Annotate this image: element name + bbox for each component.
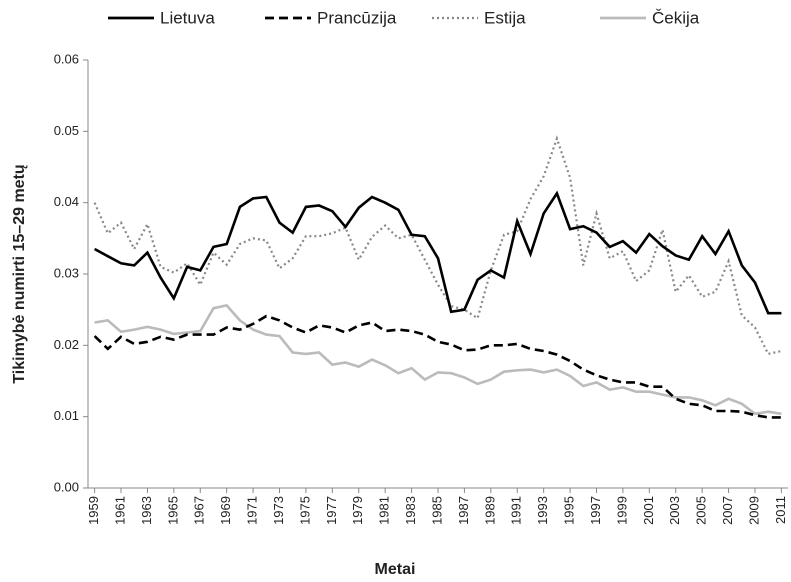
x-tick-label: 2011 bbox=[773, 496, 788, 524]
x-tick-label: 1977 bbox=[324, 496, 339, 525]
legend-label: Estija bbox=[484, 8, 526, 27]
x-tick-label: 1981 bbox=[377, 496, 392, 525]
x-tick-label: 1995 bbox=[562, 496, 577, 525]
x-tick-label: 2007 bbox=[720, 496, 735, 525]
y-tick-label: 0.04 bbox=[54, 194, 79, 209]
x-tick-label: 1965 bbox=[165, 496, 180, 525]
x-tick-label: 1971 bbox=[245, 496, 260, 525]
x-tick-label: 1975 bbox=[297, 496, 312, 525]
x-tick-label: 1959 bbox=[86, 496, 101, 525]
legend-label: Čekija bbox=[652, 8, 700, 27]
x-tick-label: 1989 bbox=[482, 496, 497, 525]
y-tick-label: 0.06 bbox=[54, 51, 79, 66]
y-tick-label: 0.01 bbox=[54, 408, 79, 423]
line-series bbox=[94, 303, 782, 416]
x-axis-label: Metai bbox=[375, 561, 416, 578]
x-tick-label: 2003 bbox=[667, 496, 682, 525]
x-tick-label: 1963 bbox=[139, 496, 154, 525]
x-tick-label: 1973 bbox=[271, 496, 286, 525]
x-tick-label: 1987 bbox=[456, 496, 471, 525]
line-series bbox=[93, 135, 782, 356]
x-tick-label: 1997 bbox=[588, 496, 603, 525]
x-tick-label: 2009 bbox=[746, 496, 761, 525]
x-tick-label: 1985 bbox=[429, 496, 444, 525]
x-tick-label: 1961 bbox=[112, 496, 127, 525]
line-series bbox=[93, 314, 782, 419]
x-tick-label: 1999 bbox=[614, 496, 629, 525]
x-tick-label: 1979 bbox=[350, 496, 365, 525]
legend-label: Prancūzija bbox=[317, 8, 397, 27]
y-tick-label: 0.05 bbox=[54, 123, 79, 138]
y-axis-label: Tikimybė numirti 15–29 metų bbox=[11, 164, 28, 383]
y-tick-label: 0.00 bbox=[54, 479, 79, 494]
y-tick-label: 0.02 bbox=[54, 337, 79, 352]
x-tick-label: 1967 bbox=[192, 496, 207, 525]
x-tick-label: 2001 bbox=[641, 496, 656, 525]
y-tick-label: 0.03 bbox=[54, 265, 79, 280]
x-tick-label: 1993 bbox=[535, 496, 550, 525]
legend-label: Lietuva bbox=[160, 8, 215, 27]
x-tick-label: 1991 bbox=[509, 496, 524, 525]
x-tick-label: 1983 bbox=[403, 496, 418, 525]
x-tick-label: 1969 bbox=[218, 496, 233, 525]
line-series bbox=[93, 190, 782, 315]
x-tick-label: 2005 bbox=[694, 496, 709, 525]
